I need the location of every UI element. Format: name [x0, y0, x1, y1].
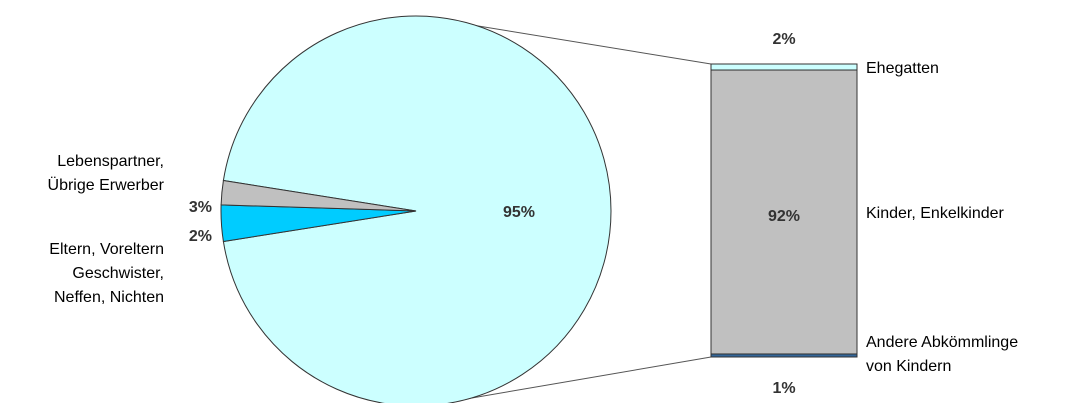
connector-lines [465, 23, 712, 400]
bar-category-andere-line1: Andere Abkömmlinge [866, 334, 1018, 351]
pie-category-eltern-line1: Eltern, Voreltern [49, 241, 164, 258]
pie-label-main: 95% [503, 204, 535, 221]
chart-labels: 95% 3% 2% 2% 92% 1% Lebenspartner, Übrige Erwer… [48, 31, 1019, 397]
pie-chart [220, 15, 612, 403]
pie-category-lebenspartner-line2: Übrige Erwerber [48, 176, 165, 194]
bar-segment-kinder [710, 69, 858, 355]
bar-category-kinder-line1: Kinder, Enkelkinder [866, 205, 1005, 222]
stacked-bar [710, 63, 858, 358]
pie-category-eltern-line2: Geschwister, [72, 265, 164, 282]
pie-label-eltern: 2% [189, 228, 212, 245]
bar-category-ehegatten-line1: Ehegatten [866, 60, 939, 77]
pie-category-eltern-line3: Neffen, Nichten [54, 289, 164, 306]
bar-label-kinder: 92% [768, 208, 800, 225]
pie-slice-main [222, 15, 612, 403]
bar-category-andere-line2: von Kindern [866, 358, 951, 375]
bar-segment-ehegatten [710, 63, 858, 71]
pie-slice-eltern [220, 179, 417, 212]
bar-segment-andere [710, 353, 858, 358]
bar-label-ehegatten: 2% [772, 31, 795, 48]
connector-bottom [465, 356, 712, 400]
pie-label-lebenspartner: 3% [189, 199, 212, 216]
connector-top [465, 23, 712, 65]
pie-category-lebenspartner-line1: Lebenspartner, [57, 153, 164, 170]
bar-label-andere: 1% [772, 380, 795, 397]
